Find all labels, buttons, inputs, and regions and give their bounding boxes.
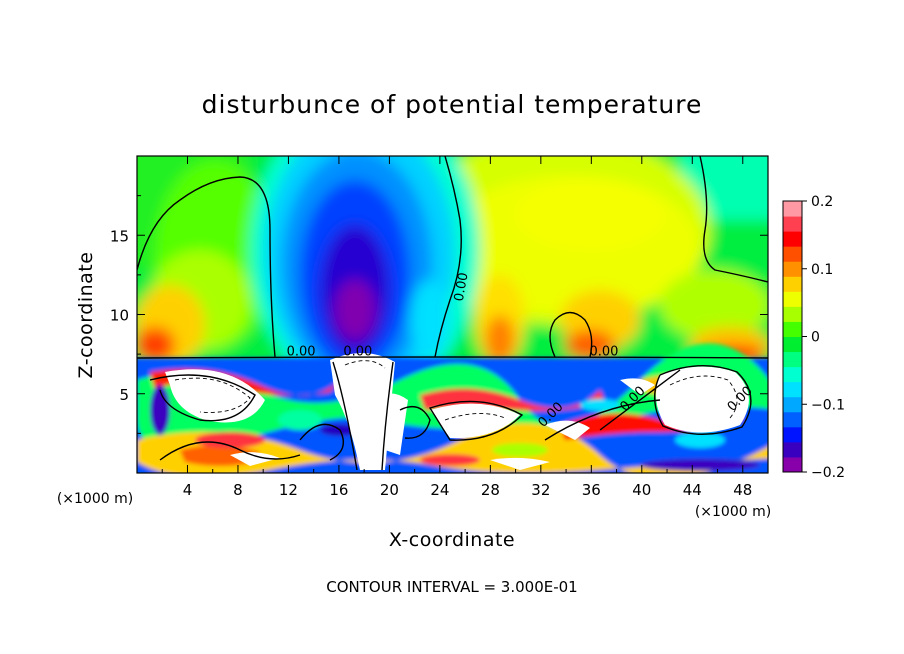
x-tick-label: 4: [183, 481, 193, 499]
x-tick-label: 32: [531, 481, 550, 499]
colorbar-swatch: [783, 351, 802, 368]
x-tick-label: 40: [632, 481, 651, 499]
colorbar-swatch: [783, 306, 802, 322]
y-axis: 5 10 15: [110, 195, 768, 434]
colorbar-swatch: [783, 381, 802, 398]
colorbar-swatch: [783, 216, 802, 232]
contour-interval-footer: CONTOUR INTERVAL = 3.000E-01: [326, 578, 577, 596]
chart-title: disturbunce of potential temperature: [202, 90, 703, 119]
colorbar-tick-label: 0: [811, 330, 820, 346]
x-tick-label: 16: [329, 481, 348, 499]
colorbar-swatch: [783, 246, 802, 262]
x-tick-label: 8: [233, 481, 243, 499]
colorbar-tick-label: 0.1: [811, 262, 833, 278]
colorbar-swatch: [783, 291, 802, 307]
colorbar-swatch: [783, 261, 802, 277]
y-tick-label: 10: [110, 307, 129, 325]
z-unit-label: (×1000 m): [695, 504, 771, 520]
colorbar-swatch: [783, 321, 802, 337]
colorbar-swatch: [783, 336, 802, 353]
contour-label: 0.00: [287, 345, 316, 360]
x-tick-label: 12: [279, 481, 298, 499]
x-tick-label: 48: [733, 481, 752, 499]
contour-label: 0.00: [589, 345, 618, 360]
colorbar-swatch: [783, 456, 802, 473]
x-tick-label: 28: [481, 481, 500, 499]
y-tick-label: 5: [119, 386, 129, 404]
contour-label: 0.00: [343, 345, 372, 360]
colorbar-swatch: [783, 441, 802, 458]
colorbar-swatch: [783, 426, 802, 443]
colorbar-tick-label: −0.1: [811, 397, 845, 413]
contour-label: 0.00: [452, 271, 472, 302]
heatmap-area: [137, 156, 768, 473]
colorbar-swatch: [783, 396, 802, 413]
x-unit-label: (×1000 m): [57, 491, 133, 507]
x-tick-label: 24: [430, 481, 449, 499]
x-axis: 4 8 12 16 20 24 28 32 36 40 44 48: [161, 156, 752, 499]
contour-lines: [137, 156, 768, 471]
y-axis-label: Z-coordinate: [75, 252, 97, 379]
x-tick-label: 44: [683, 481, 702, 499]
y-tick-label: 15: [110, 227, 129, 245]
colorbar-swatch: [783, 366, 802, 383]
x-tick-label: 36: [582, 481, 601, 499]
colorbar-swatch: [783, 411, 802, 428]
colorbar-swatch: [783, 201, 802, 217]
colorbar: 0.2 0.1 0 −0.1 −0.2: [782, 194, 845, 481]
colorbar-tick-label: 0.2: [811, 194, 833, 210]
colorbar-swatch: [783, 276, 802, 292]
x-axis-label: X-coordinate: [389, 529, 515, 551]
x-tick-label: 20: [380, 481, 399, 499]
colorbar-tick-label: −0.2: [811, 465, 845, 481]
colorbar-swatch: [783, 231, 802, 247]
